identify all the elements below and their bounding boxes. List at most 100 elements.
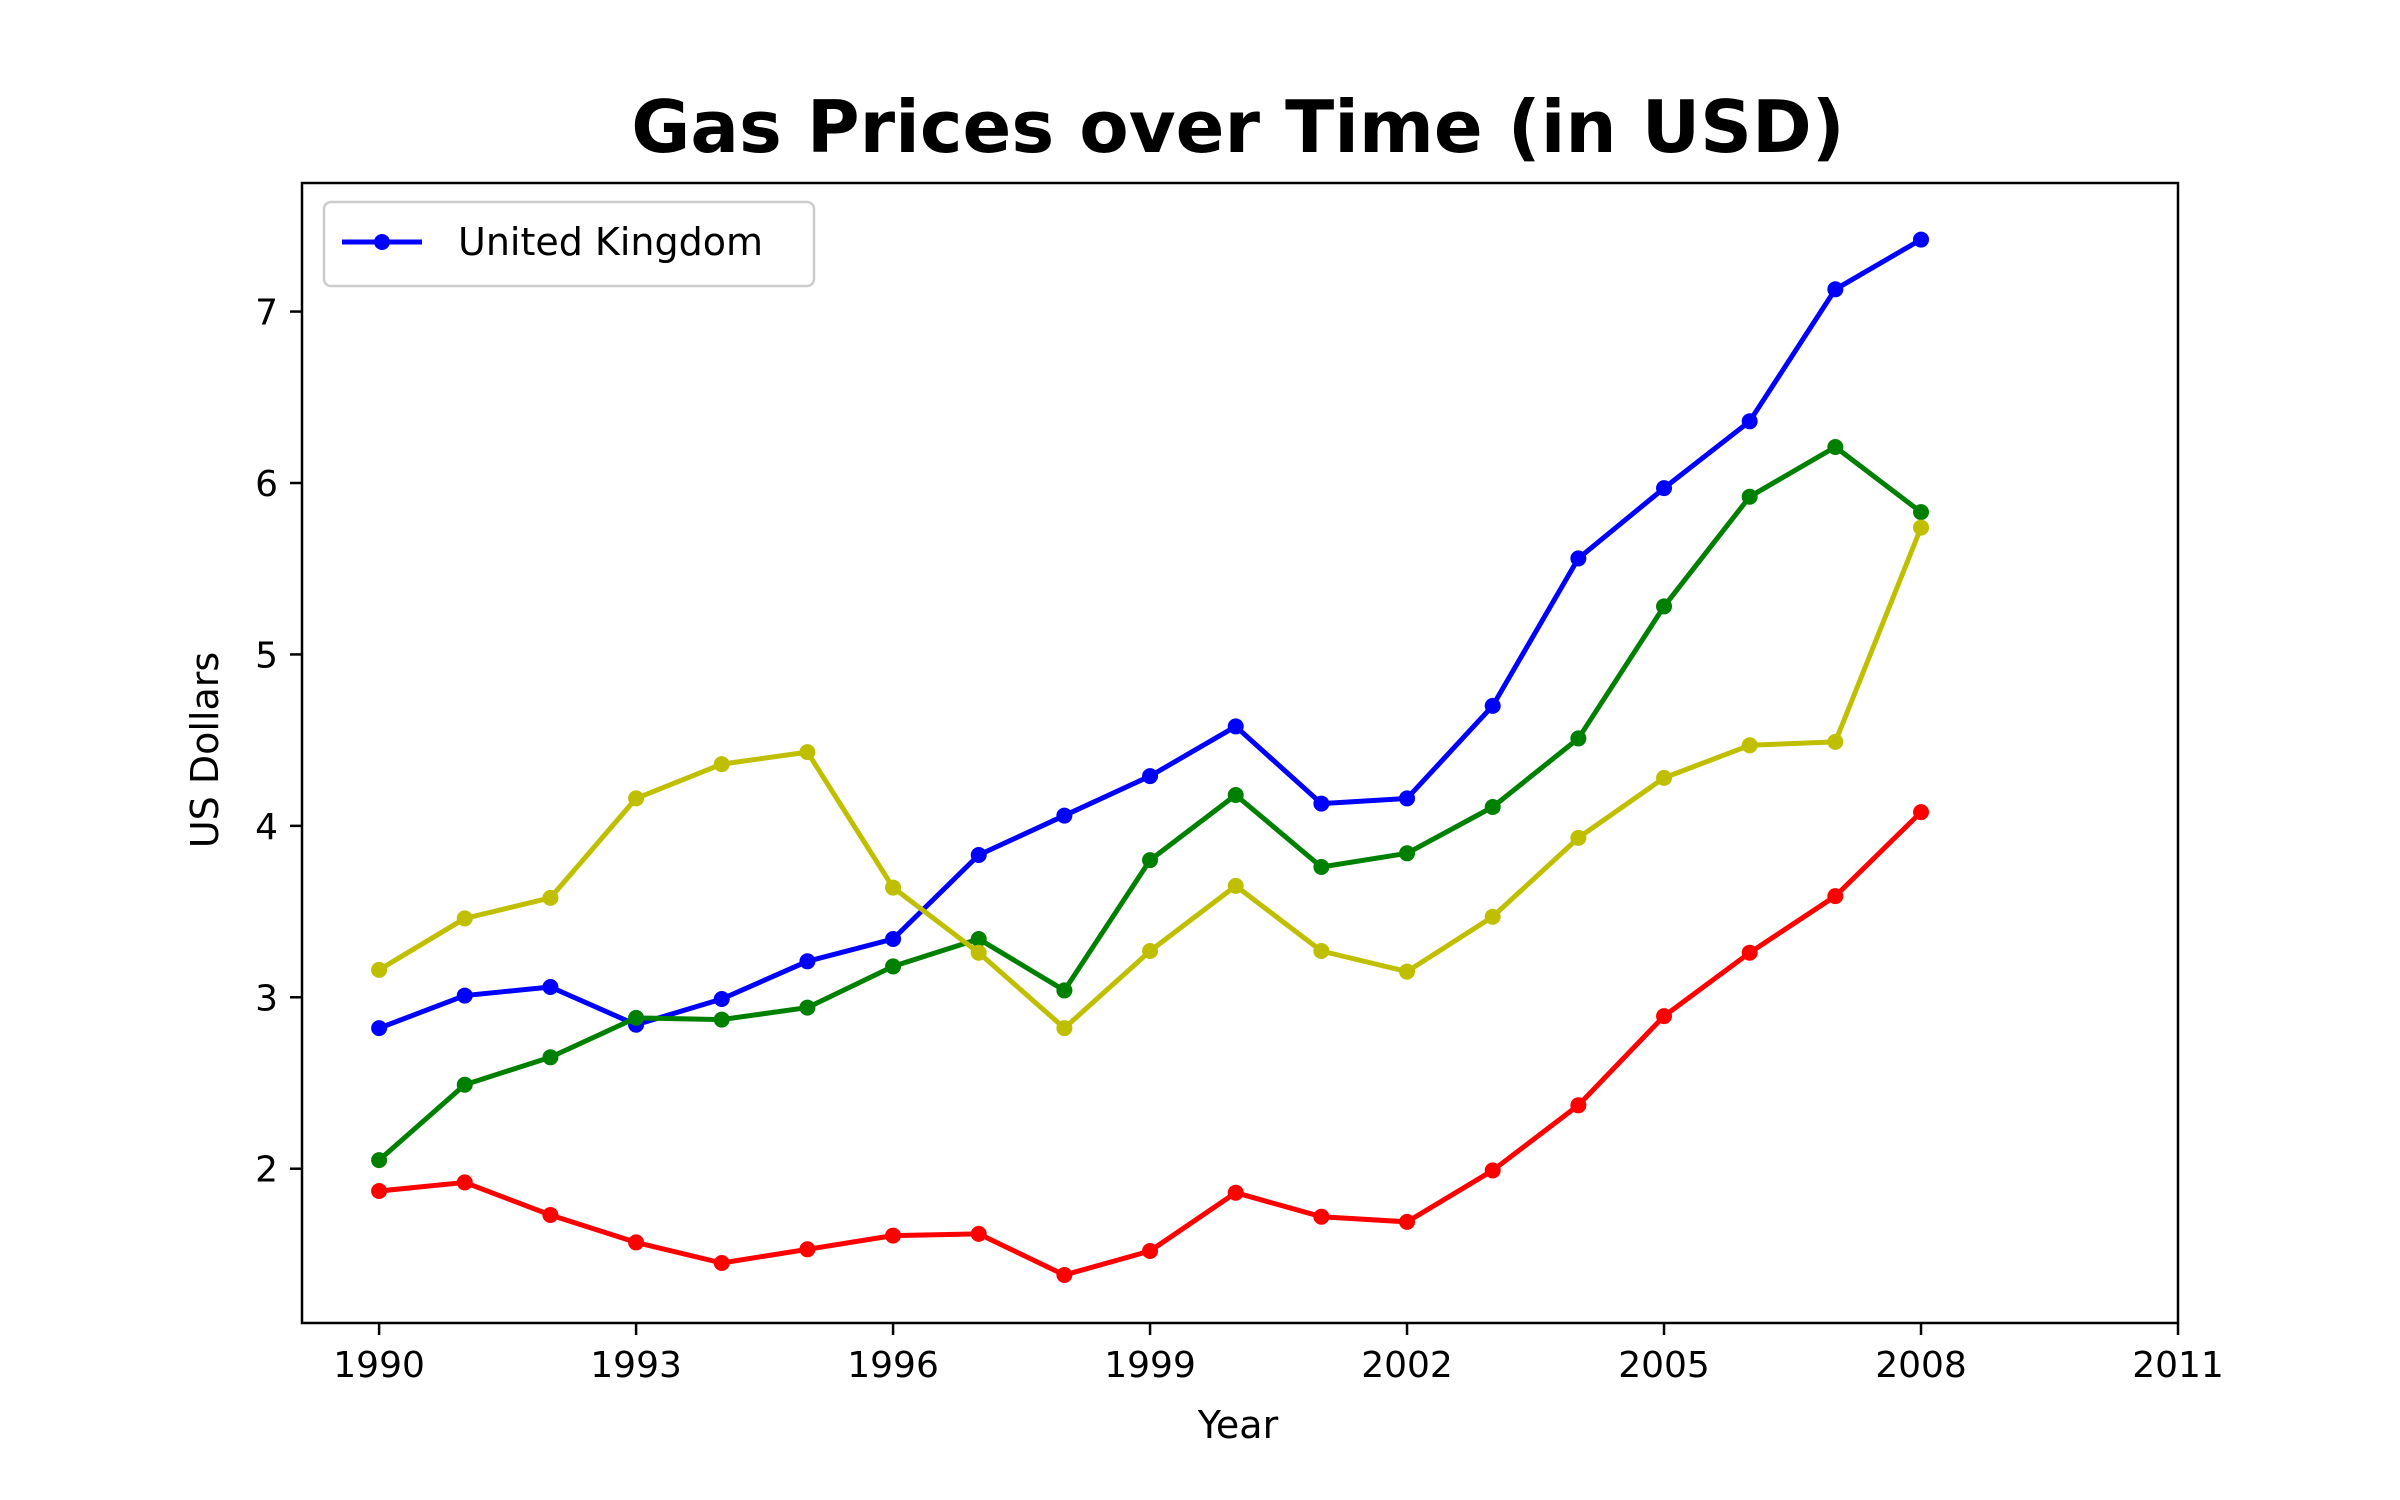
data-point [1827,439,1844,455]
data-point [1227,1184,1244,1201]
data-point [970,1225,987,1242]
data-point [1227,877,1244,894]
data-point [1656,480,1673,497]
data-point [713,1255,730,1271]
data-point [1570,550,1587,567]
data-point [628,1009,645,1026]
data-point [970,931,987,947]
series-3 [371,804,1930,1283]
data-point [1570,1097,1587,1114]
data-point [799,953,816,970]
data-point [713,991,730,1007]
data-point [1570,829,1587,846]
data-point [1913,231,1930,248]
series-1 [371,439,1930,1169]
data-point [970,944,987,961]
data-point [713,756,730,773]
data-point [799,1241,816,1258]
data-point [1484,697,1501,714]
data-point [1741,737,1758,754]
data-point [1913,504,1930,521]
data-point [799,744,816,761]
data-point [885,1227,902,1244]
y-tick-label: 6 [255,464,278,505]
data-point [1913,804,1930,821]
data-point [1570,730,1587,747]
data-point [371,1152,388,1169]
data-point [1913,519,1930,536]
data-point [628,1234,645,1251]
data-point [1827,281,1844,298]
data-point [1056,982,1073,999]
data-point [1399,790,1416,807]
data-point [1056,1267,1073,1283]
data-point [1313,943,1330,959]
data-point [885,879,902,896]
data-point [1399,1213,1416,1230]
data-point [1313,859,1330,875]
data-point [371,961,388,978]
data-point [456,987,473,1004]
y-tick-label: 7 [255,293,278,334]
data-point [1827,733,1844,750]
data-point [371,1183,388,1199]
data-point [885,931,902,947]
data-point [1484,1162,1501,1179]
data-point [799,999,816,1016]
series-2 [371,519,1930,1037]
legend-marker [374,234,390,250]
legend-label: United Kingdom [458,220,763,264]
x-tick-label: 2005 [1618,1345,1710,1386]
x-tick-label: 2011 [2132,1345,2224,1386]
data-point [1741,413,1758,430]
data-point [1656,598,1673,615]
data-point [1142,768,1159,785]
data-point [1741,488,1758,505]
y-tick-label: 3 [255,978,278,1019]
data-point [1056,1020,1073,1037]
axes: 1990 1993 1996 1999 2002 2005 2008 2011 2 3 4 5 6 7 [255,181,2224,1386]
plot-frame [300,181,2180,1325]
data-point [1142,943,1159,959]
chart-title: Gas Prices over Time (in USD) [631,85,1844,169]
data-point [1313,795,1330,812]
data-point [456,1076,473,1093]
data-point [542,979,559,995]
data-point [885,958,902,975]
data-point [1227,718,1244,735]
data-point [1484,799,1501,815]
x-tick-label: 1993 [590,1345,682,1386]
data-point [1484,908,1501,925]
data-point [1827,888,1844,905]
data-point [371,1020,388,1037]
data-point [456,1174,473,1191]
data-point [1399,845,1416,862]
data-point [628,790,645,807]
data-point [1656,1008,1673,1025]
data-point [1142,1243,1159,1259]
x-axis-label: Year [1197,1403,1279,1447]
data-point [456,910,473,927]
plot-area [371,231,1930,1283]
data-point [1142,852,1159,869]
legend: United Kingdom [322,200,816,288]
x-tick-label: 1990 [333,1345,425,1386]
y-tick-label: 2 [255,1150,278,1191]
data-point [1313,1208,1330,1225]
x-tick-label: 2008 [1875,1345,1967,1386]
y-axis-label: US Dollars [183,652,227,848]
data-point [1056,807,1073,824]
data-point [970,847,987,863]
data-point [1399,963,1416,980]
legend-box [322,200,816,288]
y-tick-label: 5 [255,635,278,676]
x-tick-label: 1996 [847,1345,939,1386]
data-point [713,1011,730,1028]
data-point [1656,769,1673,786]
data-point [542,889,559,906]
y-tick-label: 4 [255,807,278,848]
data-point [542,1049,559,1066]
data-point [542,1207,559,1223]
